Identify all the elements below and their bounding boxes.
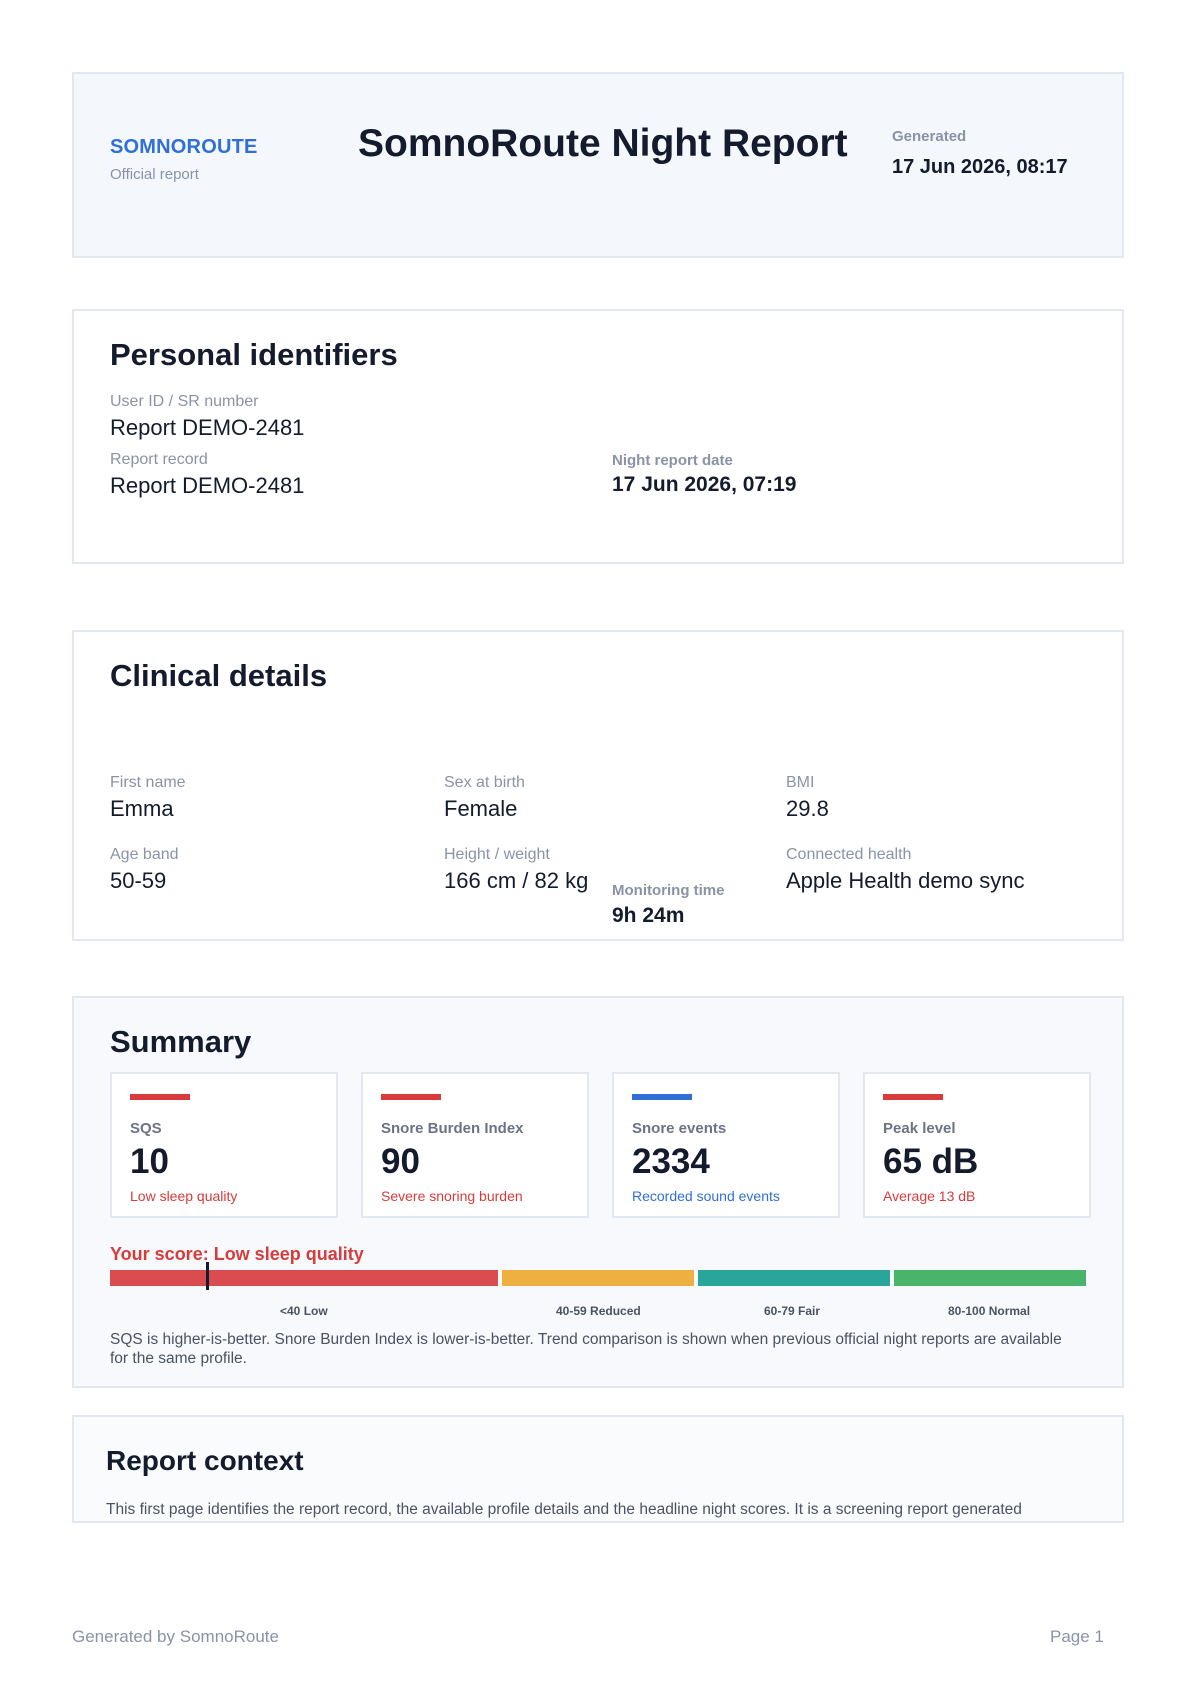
height-weight-value: 166 cm / 82 kg xyxy=(444,868,589,893)
sex-value: Female xyxy=(444,796,518,821)
report-record-label: Report record xyxy=(110,451,208,468)
footer-generated-by: Generated by SomnoRoute xyxy=(72,1627,279,1646)
personal-section-title: Personal identifiers xyxy=(110,337,398,372)
height-weight-label: Height / weight xyxy=(444,846,550,863)
night-date-label: Night report date xyxy=(612,452,733,469)
report-record-value: Report DEMO-2481 xyxy=(110,473,305,498)
personal-identifiers-section: Personal identifiers User ID / SR number… xyxy=(72,309,1124,564)
sex-label: Sex at birth xyxy=(444,774,525,791)
report-header: SOMNOROUTE Official report SomnoRoute Ni… xyxy=(72,72,1124,258)
context-text: This first page identifies the report re… xyxy=(106,1501,1022,1518)
scale-segment-low xyxy=(110,1270,498,1286)
summary-section-title: Summary xyxy=(110,1024,252,1059)
score-marker xyxy=(206,1262,209,1290)
first-name-value: Emma xyxy=(110,796,174,821)
monitoring-time-value: 9h 24m xyxy=(612,904,685,927)
context-section-title: Report context xyxy=(106,1445,304,1476)
card-label: Snore Burden Index xyxy=(381,1120,524,1137)
range-label-low: <40 Low xyxy=(280,1304,328,1318)
bmi-label: BMI xyxy=(786,774,815,791)
card-note: Severe snoring burden xyxy=(381,1188,523,1204)
score-label: Your score: Low sleep quality xyxy=(110,1244,364,1264)
card-value: 2334 xyxy=(632,1142,710,1181)
score-explanation: SQS is higher-is-better. Snore Burden In… xyxy=(110,1331,1062,1367)
brand-subtitle: Official report xyxy=(110,166,199,183)
range-label-fair: 60-79 Fair xyxy=(764,1304,821,1318)
monitoring-time-label: Monitoring time xyxy=(612,882,725,899)
card-note: Low sleep quality xyxy=(130,1188,238,1204)
scale-segment-fair xyxy=(698,1270,890,1286)
night-date-value: 17 Jun 2026, 07:19 xyxy=(612,473,797,496)
card-note: Recorded sound events xyxy=(632,1188,780,1204)
connected-health-label: Connected health xyxy=(786,846,912,863)
peak-level-card: Peak level 65 dB Average 13 dB xyxy=(863,1072,1091,1218)
age-band-label: Age band xyxy=(110,846,179,863)
range-label-reduced: 40-59 Reduced xyxy=(556,1304,641,1318)
card-value: 90 xyxy=(381,1142,420,1181)
user-id-value: Report DEMO-2481 xyxy=(110,415,305,440)
card-label: SQS xyxy=(130,1120,162,1137)
age-band-value: 50-59 xyxy=(110,868,167,893)
brand-logo-text: SOMNOROUTE xyxy=(110,136,258,158)
snore-events-card: Snore events 2334 Recorded sound events xyxy=(612,1072,840,1218)
generated-value: 17 Jun 2026, 08:17 xyxy=(892,156,1068,178)
generated-label: Generated xyxy=(892,128,967,145)
first-name-label: First name xyxy=(110,774,186,791)
card-value: 65 dB xyxy=(883,1142,979,1181)
page-number: Page 1 xyxy=(1050,1627,1104,1646)
card-accent-bar xyxy=(381,1094,441,1100)
snore-burden-card: Snore Burden Index 90 Severe snoring bur… xyxy=(361,1072,589,1218)
sqs-card: SQS 10 Low sleep quality xyxy=(110,1072,338,1218)
report-title: SomnoRoute Night Report xyxy=(358,122,848,165)
card-note: Average 13 dB xyxy=(883,1188,976,1204)
connected-health-value: Apple Health demo sync xyxy=(786,868,1025,893)
card-accent-bar xyxy=(883,1094,943,1100)
clinical-section-title: Clinical details xyxy=(110,658,328,693)
scale-segment-reduced xyxy=(502,1270,694,1286)
card-accent-bar xyxy=(130,1094,190,1100)
scale-segment-normal xyxy=(894,1270,1086,1286)
summary-section: Summary SQS 10 Low sleep quality Snore B… xyxy=(72,996,1124,1388)
report-context-section: Report context This first page identifie… xyxy=(72,1415,1124,1523)
card-label: Snore events xyxy=(632,1120,727,1137)
bmi-value: 29.8 xyxy=(786,796,829,821)
range-label-normal: 80-100 Normal xyxy=(948,1304,1031,1318)
card-accent-bar xyxy=(632,1094,692,1100)
card-label: Peak level xyxy=(883,1120,956,1137)
clinical-details-section: Clinical details First name Emma Sex at … xyxy=(72,630,1124,941)
user-id-label: User ID / SR number xyxy=(110,393,259,410)
card-value: 10 xyxy=(130,1142,169,1181)
